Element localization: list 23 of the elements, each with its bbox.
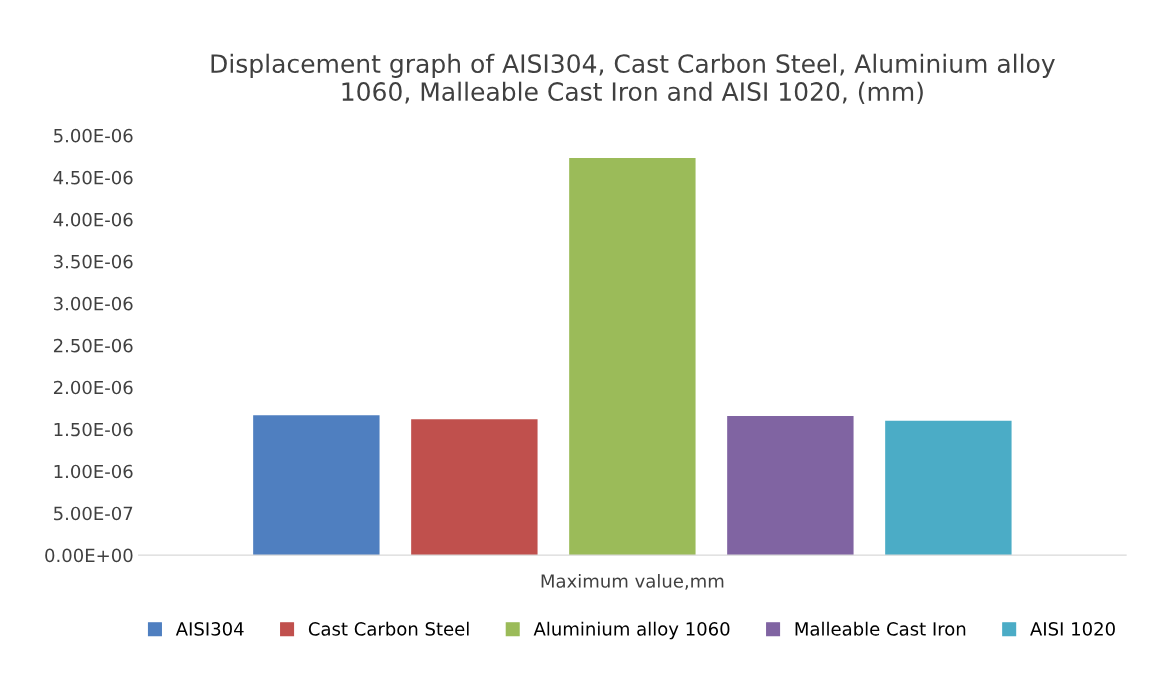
y-tick-label: 2.00E-06 — [53, 380, 133, 395]
y-tick-label: 3.50E-06 — [54, 254, 133, 269]
bar — [253, 415, 380, 556]
y-tick-label: 3.00E-06 — [54, 296, 133, 311]
x-tick-label: Maximum value,mm — [541, 573, 724, 590]
y-tick-label: 5.00E-07 — [54, 506, 133, 521]
legend-label: Cast Carbon Steel — [308, 621, 469, 636]
bar — [411, 419, 538, 556]
y-tick-label: 4.50E-06 — [53, 170, 133, 185]
chart-title: Displacement graph of AISI304, Cast Carbon Steel, Aluminium alloy 1060, Malleable Cast Iron and AISI 1020, (mm) — [211, 53, 1055, 104]
y-tick-label: 1.00E-06 — [54, 464, 133, 479]
legend-label: Malleable Cast Iron — [795, 621, 966, 636]
y-tick-label: 2.50E-06 — [53, 338, 133, 353]
legend-label: Aluminium alloy 1060 — [533, 621, 730, 640]
y-tick-label: 4.00E-06 — [53, 212, 133, 227]
legend-label: AISI 1020 — [1030, 622, 1115, 636]
y-tick-label: 0.00E+00 — [45, 548, 133, 563]
y-tick-label: 5.00E-06 — [54, 128, 133, 143]
bar — [569, 158, 696, 556]
legend-label: AISI304 — [175, 622, 244, 636]
bar — [727, 416, 854, 556]
y-tick-label: 1.50E-06 — [54, 422, 133, 437]
bar — [885, 420, 1012, 556]
